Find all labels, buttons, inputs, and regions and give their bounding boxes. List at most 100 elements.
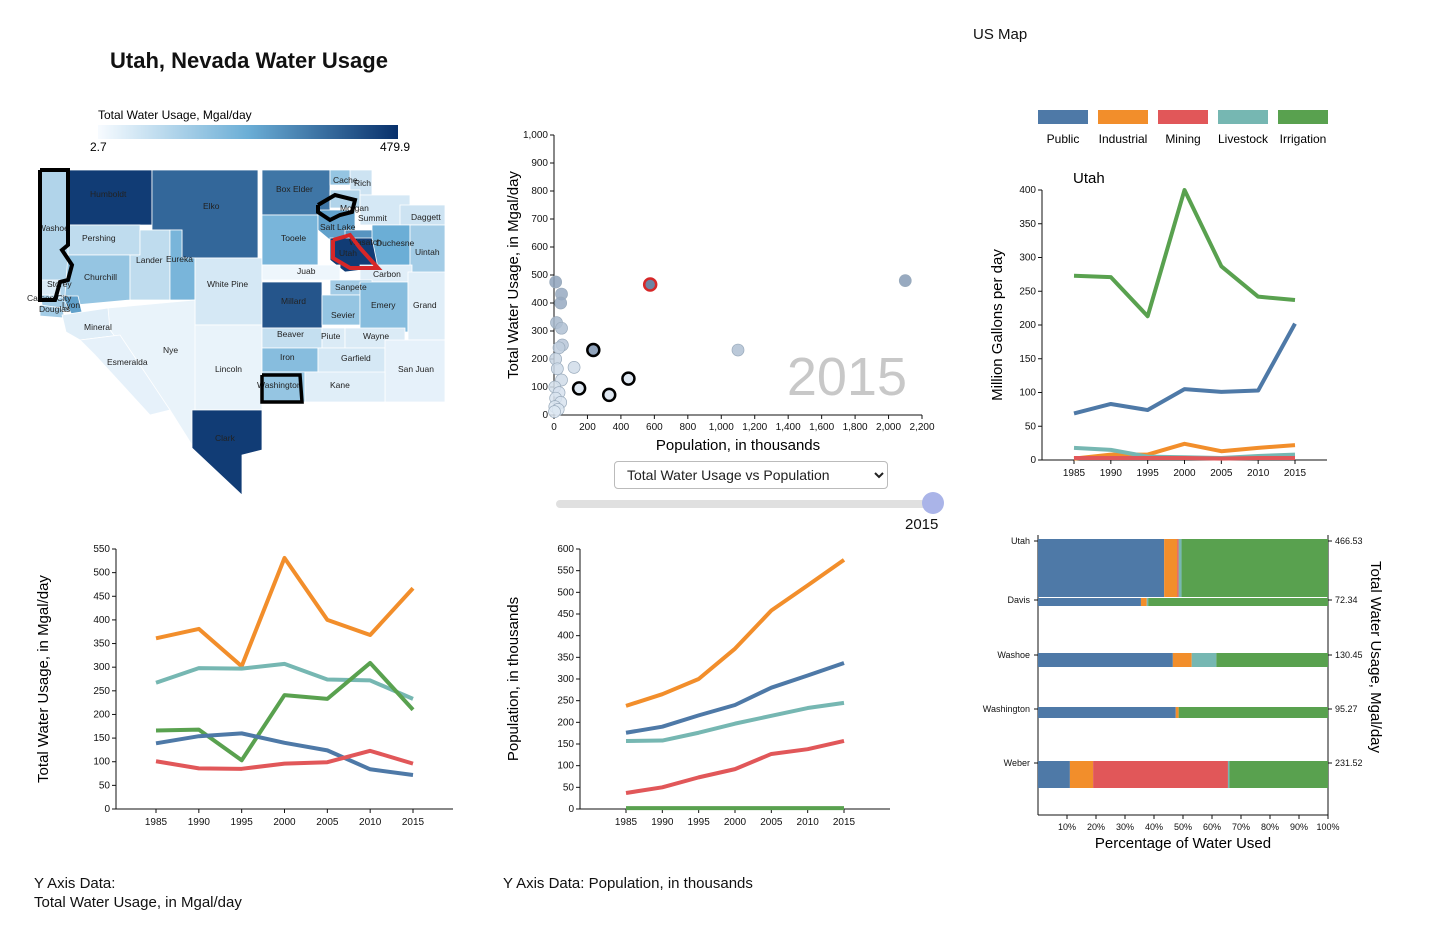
series-line-blue[interactable] <box>625 661 845 735</box>
series-line-teal[interactable] <box>625 700 845 743</box>
x-tick-label: 2005 <box>760 817 783 828</box>
legend-swatch-mining <box>1158 110 1208 124</box>
y-tick-label: 150 <box>93 733 110 744</box>
bar-segment-mining[interactable] <box>1093 761 1228 788</box>
y-tick-label: 550 <box>93 544 110 555</box>
bar-segment-livestock[interactable] <box>1146 598 1149 606</box>
county-label: Rich <box>354 178 371 188</box>
y-axis-label: Million Gallons per day <box>989 249 1006 401</box>
series-line-blue[interactable] <box>155 731 414 777</box>
scatter-y-tick-label: 800 <box>531 186 548 197</box>
stacked-bar-chart: Utah 466.53 Davis 72.34 Washoe 130.45 Washingt… <box>983 535 1384 852</box>
bar-segment-irrigation[interactable] <box>1229 761 1328 788</box>
scatter-point[interactable] <box>571 381 587 396</box>
scatter-point[interactable] <box>621 371 636 386</box>
county-label: Carbon <box>373 269 401 279</box>
series-line-red[interactable] <box>625 739 845 795</box>
bar-segment-irrigation[interactable] <box>1148 598 1328 606</box>
year-slider-thumb[interactable] <box>922 492 944 514</box>
county-label: Tooele <box>281 233 306 243</box>
y-tick-label: 450 <box>93 591 110 602</box>
us-map-link[interactable]: US Map <box>973 26 1028 43</box>
scatter-point[interactable] <box>601 387 617 403</box>
bar-segment-public[interactable] <box>1038 539 1165 597</box>
bar-segment-livestock[interactable] <box>1178 539 1182 597</box>
bar-segment-public[interactable] <box>1038 653 1173 667</box>
legend-label-public: Public <box>1047 132 1080 146</box>
y-tick-label: 50 <box>1025 421 1037 432</box>
bar-segment-public[interactable] <box>1038 598 1141 606</box>
bar-segment-industrial[interactable] <box>1140 598 1147 606</box>
y-tick-label: 350 <box>1019 219 1036 230</box>
series-line-teal[interactable] <box>155 661 414 701</box>
county-clark[interactable] <box>191 409 263 496</box>
bar-x-tick-label: 90% <box>1290 822 1308 832</box>
bar-segment-industrial[interactable] <box>1164 539 1178 597</box>
scatter-point[interactable] <box>567 361 581 374</box>
county-label: Nye <box>163 345 178 355</box>
year-slider-track[interactable] <box>556 500 936 508</box>
bar-segment-public[interactable] <box>1038 761 1070 788</box>
y-tick-label: 300 <box>1019 253 1036 264</box>
scatter-y-tick-label: 600 <box>531 242 548 253</box>
county-label: Beaver <box>277 329 304 339</box>
y-tick-label: 500 <box>93 568 110 579</box>
bar-segment-public[interactable] <box>1038 707 1176 718</box>
y-axis-label: Population, in thousands <box>505 597 522 761</box>
bar-segment-industrial[interactable] <box>1175 707 1179 718</box>
scatter-point[interactable] <box>550 362 564 376</box>
x-tick-label: 2010 <box>359 817 382 828</box>
county-white-pine[interactable] <box>194 257 263 326</box>
scatter-point[interactable] <box>552 341 566 355</box>
y-tick-label: 400 <box>93 615 110 626</box>
chart-type-dropdown[interactable]: Total Water Usage vs Population <box>614 461 888 489</box>
legend-label-mining: Mining <box>1165 132 1200 146</box>
county-label: Cache <box>333 175 358 185</box>
scatter-point[interactable] <box>898 274 912 287</box>
scatter-point[interactable] <box>555 321 568 335</box>
scatter-point[interactable] <box>548 405 561 418</box>
bar-segment-livestock[interactable] <box>1227 761 1230 788</box>
series-line-orange[interactable] <box>155 555 415 669</box>
y-tick-label: 400 <box>557 631 574 642</box>
series-line-irrigation[interactable] <box>1073 188 1296 319</box>
county-label: Emery <box>371 300 396 310</box>
series-line-green[interactable] <box>155 660 415 763</box>
y-tick-label: 0 <box>1030 455 1036 466</box>
scatter-point[interactable] <box>642 277 658 292</box>
series-line-industrial[interactable] <box>1073 441 1296 461</box>
county-kane[interactable] <box>304 371 386 403</box>
county-esmeralda[interactable] <box>79 334 171 416</box>
bar-segment-irrigation[interactable] <box>1181 539 1328 597</box>
bar-segment-irrigation[interactable] <box>1178 707 1328 718</box>
county-label: Washington <box>257 380 302 390</box>
y-tick-label: 500 <box>557 587 574 598</box>
washoe-outline <box>38 168 75 302</box>
county-label: Humboldt <box>90 189 127 199</box>
scatter-point[interactable] <box>549 275 563 289</box>
scatter-year-label: 2015 <box>787 347 907 407</box>
scatter-point[interactable] <box>731 343 745 357</box>
bar-segment-industrial[interactable] <box>1172 653 1192 667</box>
bar-segment-industrial[interactable] <box>1069 761 1094 788</box>
scatter-x-tick-label: 0 <box>551 422 557 433</box>
bar-segment-irrigation[interactable] <box>1216 653 1328 667</box>
scatter-point[interactable] <box>586 342 601 358</box>
bar-category-label: Weber <box>1004 758 1030 768</box>
bar-segment-livestock[interactable] <box>1191 653 1217 667</box>
utah-line-chart: 0 50 100 150 200 250 300 350 400 1985 1990 1995 2000… <box>989 110 1328 479</box>
map-legend-gradient <box>98 125 398 139</box>
y-tick-label: 100 <box>93 757 110 768</box>
county-label: Sanpete <box>335 282 367 292</box>
scatter-point[interactable] <box>554 296 568 310</box>
bar-x-tick-label: 40% <box>1145 822 1163 832</box>
county-churchill[interactable] <box>64 254 131 306</box>
series-line-orange[interactable] <box>625 558 846 708</box>
series-line-mining[interactable] <box>1074 455 1295 461</box>
y-tick-label: 600 <box>557 544 574 555</box>
series-line-red[interactable] <box>155 748 414 771</box>
scatter-y-tick-label: 500 <box>531 270 548 281</box>
county-label: Douglas <box>39 304 70 314</box>
bar-segment-mining[interactable] <box>1177 539 1179 597</box>
series-line-public[interactable] <box>1073 322 1297 416</box>
